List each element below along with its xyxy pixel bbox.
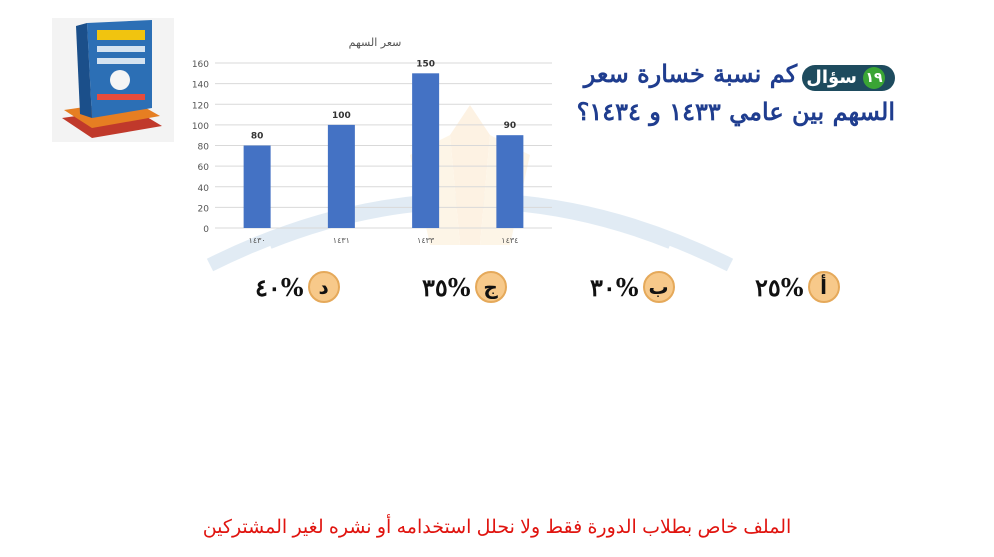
option-d-letter: د (307, 271, 340, 303)
bar (327, 124, 355, 228)
question-badge-label: سؤال (806, 67, 857, 88)
option-d[interactable]: د %٤٠ (255, 268, 340, 306)
option-a[interactable]: أ %٢٥ (755, 268, 840, 306)
y-tick-label: 160 (192, 60, 209, 70)
y-tick-label: 40 (198, 184, 210, 194)
option-b-value: %٣٠ (590, 272, 639, 302)
question-badge: ١٩ سؤال (802, 64, 895, 91)
bar (412, 73, 440, 228)
y-tick-label: 60 (198, 163, 210, 173)
option-a-letter: أ (807, 271, 840, 303)
x-tick-label: ١٤٣١ (333, 236, 350, 245)
answer-options: أ %٢٥ ب %٣٠ ج %٣٥ د %٤٠ (250, 268, 850, 308)
bar (496, 135, 524, 228)
question-number: ١٩ (863, 66, 885, 89)
option-c-letter: ج (474, 271, 507, 303)
option-d-value: %٤٠ (255, 272, 304, 302)
x-tick-label: ١٤٣٤ (501, 236, 518, 245)
data-label: 100 (332, 111, 351, 121)
y-tick-label: 80 (198, 143, 210, 153)
option-c-value: %٣٥ (422, 272, 471, 302)
chart-title: سعر السهم (349, 36, 402, 49)
stock-price-chart: سعر السهم 0 20 40 60 80 100 120 140 160 80 ١٤٣٠ 100… (192, 36, 552, 245)
y-tick-label: 20 (198, 204, 210, 214)
footer-notice: الملف خاص بطلاب الدورة فقط ولا نحلل استخ… (202, 517, 792, 538)
x-tick-label: ١٤٣٣ (417, 236, 435, 245)
y-tick-label: 100 (192, 122, 209, 132)
bar (243, 145, 271, 228)
x-tick-label: ١٤٣٠ (249, 236, 266, 245)
y-tick-label: 120 (192, 101, 209, 111)
data-label: 80 (251, 132, 264, 142)
y-tick-label: 0 (203, 225, 209, 235)
book-cover-icon (52, 18, 174, 142)
question-block: ١٩ سؤال كم نسبة خسارة سعر السهم بين عامي… (540, 55, 895, 131)
option-a-value: %٢٥ (755, 272, 804, 302)
option-c[interactable]: ج %٣٥ (422, 268, 507, 306)
data-label: 90 (504, 121, 517, 131)
data-label: 150 (416, 59, 435, 69)
option-b[interactable]: ب %٣٠ (590, 268, 675, 306)
question-text: كم نسبة خسارة سعر السهم بين عامي ١٤٣٣ و … (576, 59, 895, 126)
option-b-letter: ب (642, 271, 675, 303)
y-tick-label: 140 (192, 81, 209, 91)
